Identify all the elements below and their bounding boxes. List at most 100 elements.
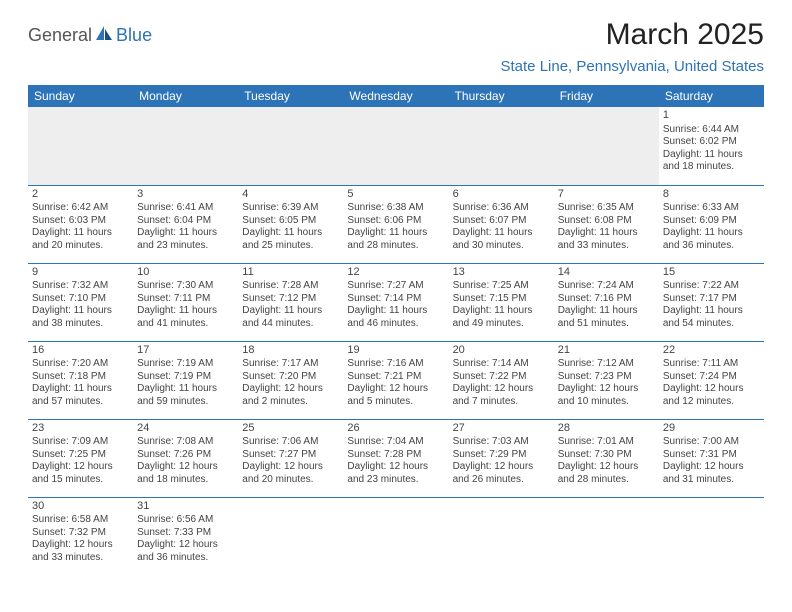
daylight-line: Daylight: 11 hours and 33 minutes. — [558, 227, 655, 252]
calendar-cell-empty — [659, 497, 764, 575]
day-number: 26 — [347, 422, 444, 436]
day-number: 21 — [558, 344, 655, 358]
daylight-line: Daylight: 11 hours and 36 minutes. — [663, 227, 760, 252]
sunset-line: Sunset: 7:29 PM — [453, 449, 550, 462]
daylight-line: Daylight: 12 hours and 23 minutes. — [347, 461, 444, 486]
sunrise-line: Sunrise: 7:16 AM — [347, 358, 444, 371]
calendar-cell-empty — [554, 107, 659, 185]
location-text: State Line, Pennsylvania, United States — [501, 58, 765, 75]
sunset-line: Sunset: 7:33 PM — [137, 527, 234, 540]
day-number: 4 — [242, 188, 339, 202]
calendar-cell: 25Sunrise: 7:06 AMSunset: 7:27 PMDayligh… — [238, 419, 343, 497]
calendar-cell: 27Sunrise: 7:03 AMSunset: 7:29 PMDayligh… — [449, 419, 554, 497]
day-number: 16 — [32, 344, 129, 358]
calendar-cell: 11Sunrise: 7:28 AMSunset: 7:12 PMDayligh… — [238, 263, 343, 341]
day-number: 31 — [137, 500, 234, 514]
day-header: Friday — [554, 85, 659, 107]
calendar-row: 30Sunrise: 6:58 AMSunset: 7:32 PMDayligh… — [28, 497, 764, 575]
day-number: 3 — [137, 188, 234, 202]
calendar-table: SundayMondayTuesdayWednesdayThursdayFrid… — [28, 85, 764, 575]
calendar-row: 1Sunrise: 6:44 AMSunset: 6:02 PMDaylight… — [28, 107, 764, 185]
sunset-line: Sunset: 7:15 PM — [453, 293, 550, 306]
sunrise-line: Sunrise: 7:11 AM — [663, 358, 760, 371]
daylight-line: Daylight: 12 hours and 20 minutes. — [242, 461, 339, 486]
daylight-line: Daylight: 12 hours and 31 minutes. — [663, 461, 760, 486]
sunrise-line: Sunrise: 7:00 AM — [663, 436, 760, 449]
sunrise-line: Sunrise: 7:20 AM — [32, 358, 129, 371]
day-number: 2 — [32, 188, 129, 202]
daylight-line: Daylight: 12 hours and 12 minutes. — [663, 383, 760, 408]
title-block: March 2025 State Line, Pennsylvania, Uni… — [501, 18, 765, 75]
calendar-cell-empty — [343, 497, 448, 575]
daylight-line: Daylight: 12 hours and 2 minutes. — [242, 383, 339, 408]
sunset-line: Sunset: 6:09 PM — [663, 215, 760, 228]
sunset-line: Sunset: 7:32 PM — [32, 527, 129, 540]
day-header: Saturday — [659, 85, 764, 107]
header: General Blue March 2025 State Line, Penn… — [28, 18, 764, 75]
sunrise-line: Sunrise: 6:39 AM — [242, 202, 339, 215]
daylight-line: Daylight: 11 hours and 25 minutes. — [242, 227, 339, 252]
sunset-line: Sunset: 7:18 PM — [32, 371, 129, 384]
day-number: 8 — [663, 188, 760, 202]
sunset-line: Sunset: 7:20 PM — [242, 371, 339, 384]
sunset-line: Sunset: 7:21 PM — [347, 371, 444, 384]
calendar-cell: 23Sunrise: 7:09 AMSunset: 7:25 PMDayligh… — [28, 419, 133, 497]
calendar-cell: 14Sunrise: 7:24 AMSunset: 7:16 PMDayligh… — [554, 263, 659, 341]
sunset-line: Sunset: 7:25 PM — [32, 449, 129, 462]
daylight-line: Daylight: 11 hours and 57 minutes. — [32, 383, 129, 408]
calendar-cell-empty — [449, 497, 554, 575]
sunset-line: Sunset: 7:28 PM — [347, 449, 444, 462]
sunset-line: Sunset: 7:27 PM — [242, 449, 339, 462]
sunset-line: Sunset: 7:22 PM — [453, 371, 550, 384]
calendar-cell: 12Sunrise: 7:27 AMSunset: 7:14 PMDayligh… — [343, 263, 448, 341]
calendar-cell: 31Sunrise: 6:56 AMSunset: 7:33 PMDayligh… — [133, 497, 238, 575]
sunrise-line: Sunrise: 7:09 AM — [32, 436, 129, 449]
daylight-line: Daylight: 11 hours and 46 minutes. — [347, 305, 444, 330]
calendar-cell-empty — [238, 107, 343, 185]
day-number: 10 — [137, 266, 234, 280]
day-number: 9 — [32, 266, 129, 280]
sunset-line: Sunset: 7:30 PM — [558, 449, 655, 462]
daylight-line: Daylight: 11 hours and 20 minutes. — [32, 227, 129, 252]
sunrise-line: Sunrise: 7:27 AM — [347, 280, 444, 293]
day-header: Tuesday — [238, 85, 343, 107]
calendar-cell: 6Sunrise: 6:36 AMSunset: 6:07 PMDaylight… — [449, 185, 554, 263]
sunrise-line: Sunrise: 7:14 AM — [453, 358, 550, 371]
calendar-cell-empty — [28, 107, 133, 185]
logo-text-general: General — [28, 25, 92, 46]
sunset-line: Sunset: 7:23 PM — [558, 371, 655, 384]
sunrise-line: Sunrise: 7:28 AM — [242, 280, 339, 293]
sunset-line: Sunset: 6:02 PM — [663, 136, 760, 149]
sunrise-line: Sunrise: 6:42 AM — [32, 202, 129, 215]
calendar-cell: 3Sunrise: 6:41 AMSunset: 6:04 PMDaylight… — [133, 185, 238, 263]
calendar-row: 23Sunrise: 7:09 AMSunset: 7:25 PMDayligh… — [28, 419, 764, 497]
sunrise-line: Sunrise: 7:01 AM — [558, 436, 655, 449]
day-number: 29 — [663, 422, 760, 436]
day-number: 17 — [137, 344, 234, 358]
calendar-cell-empty — [133, 107, 238, 185]
sunrise-line: Sunrise: 6:33 AM — [663, 202, 760, 215]
calendar-cell-empty — [554, 497, 659, 575]
calendar-cell: 19Sunrise: 7:16 AMSunset: 7:21 PMDayligh… — [343, 341, 448, 419]
day-number: 27 — [453, 422, 550, 436]
calendar-cell: 20Sunrise: 7:14 AMSunset: 7:22 PMDayligh… — [449, 341, 554, 419]
daylight-line: Daylight: 11 hours and 51 minutes. — [558, 305, 655, 330]
sunrise-line: Sunrise: 7:08 AM — [137, 436, 234, 449]
calendar-cell: 16Sunrise: 7:20 AMSunset: 7:18 PMDayligh… — [28, 341, 133, 419]
day-header: Sunday — [28, 85, 133, 107]
day-number: 28 — [558, 422, 655, 436]
daylight-line: Daylight: 12 hours and 33 minutes. — [32, 539, 129, 564]
calendar-cell: 15Sunrise: 7:22 AMSunset: 7:17 PMDayligh… — [659, 263, 764, 341]
calendar-cell: 30Sunrise: 6:58 AMSunset: 7:32 PMDayligh… — [28, 497, 133, 575]
sunrise-line: Sunrise: 7:32 AM — [32, 280, 129, 293]
sunrise-line: Sunrise: 6:41 AM — [137, 202, 234, 215]
day-number: 25 — [242, 422, 339, 436]
sunrise-line: Sunrise: 6:58 AM — [32, 514, 129, 527]
calendar-cell: 24Sunrise: 7:08 AMSunset: 7:26 PMDayligh… — [133, 419, 238, 497]
calendar-cell: 18Sunrise: 7:17 AMSunset: 7:20 PMDayligh… — [238, 341, 343, 419]
sunset-line: Sunset: 7:14 PM — [347, 293, 444, 306]
calendar-header-row: SundayMondayTuesdayWednesdayThursdayFrid… — [28, 85, 764, 107]
calendar-row: 16Sunrise: 7:20 AMSunset: 7:18 PMDayligh… — [28, 341, 764, 419]
daylight-line: Daylight: 12 hours and 7 minutes. — [453, 383, 550, 408]
calendar-cell: 7Sunrise: 6:35 AMSunset: 6:08 PMDaylight… — [554, 185, 659, 263]
